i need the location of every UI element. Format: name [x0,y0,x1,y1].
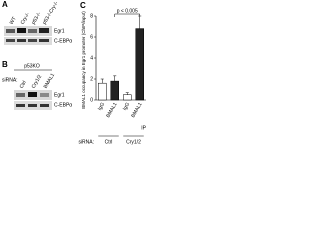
panel-label: A [2,0,8,9]
siRNA-label: siRNA: [2,77,18,83]
x-tick-label: BMAL1 [130,101,144,118]
y-tick-label: 4 [90,55,93,61]
x-tick-label: IgG [122,102,131,112]
lane-label: Cry-/- [20,12,32,26]
lane-label: Cry1/2 [31,74,44,90]
bracket [114,13,140,17]
y-tick-label: 0 [90,97,93,103]
y-tick-label: 6 [90,34,93,40]
x-axis-label: IP [141,125,146,131]
lane-label: BMAL1 [43,72,57,89]
lane-label: Ctrl [19,80,28,90]
annotation: p < 0.005 [117,8,138,14]
header: p53KO [24,63,40,69]
lane-label: WT [9,16,18,26]
panel-label: B [2,60,8,69]
group-label: Ctrl [105,139,113,145]
bar [110,80,119,101]
row-label: Egr1 [54,92,65,98]
bar [123,94,132,101]
row-label: C-EBPα [54,102,72,108]
row-label: Egr1 [54,28,65,34]
row-label: C-EBPα [54,38,72,44]
figure: A Egr1 C-EBPα B p53KO Egr1 C-EBPα siRNA:… [2,0,147,145]
lane-label: p53-/- [31,11,43,26]
x-tick-label: BMAL1 [105,101,119,118]
blot-b [14,90,52,110]
y-axis-label: BMAL1 occupancy in Egr1 promoter (ChIP/i… [81,11,86,109]
bar [135,28,144,101]
bar [98,82,107,101]
x-tick-label: IgG [97,102,106,112]
lane-label: p53-/-Cry-/- [42,0,60,25]
panel-label: C [80,1,86,10]
blot-a [4,26,52,45]
group-title: siRNA: [78,139,94,145]
y-tick-label: 8 [90,13,93,19]
y-tick-label: 2 [90,76,93,82]
group-label: Cry1/2 [126,139,141,145]
